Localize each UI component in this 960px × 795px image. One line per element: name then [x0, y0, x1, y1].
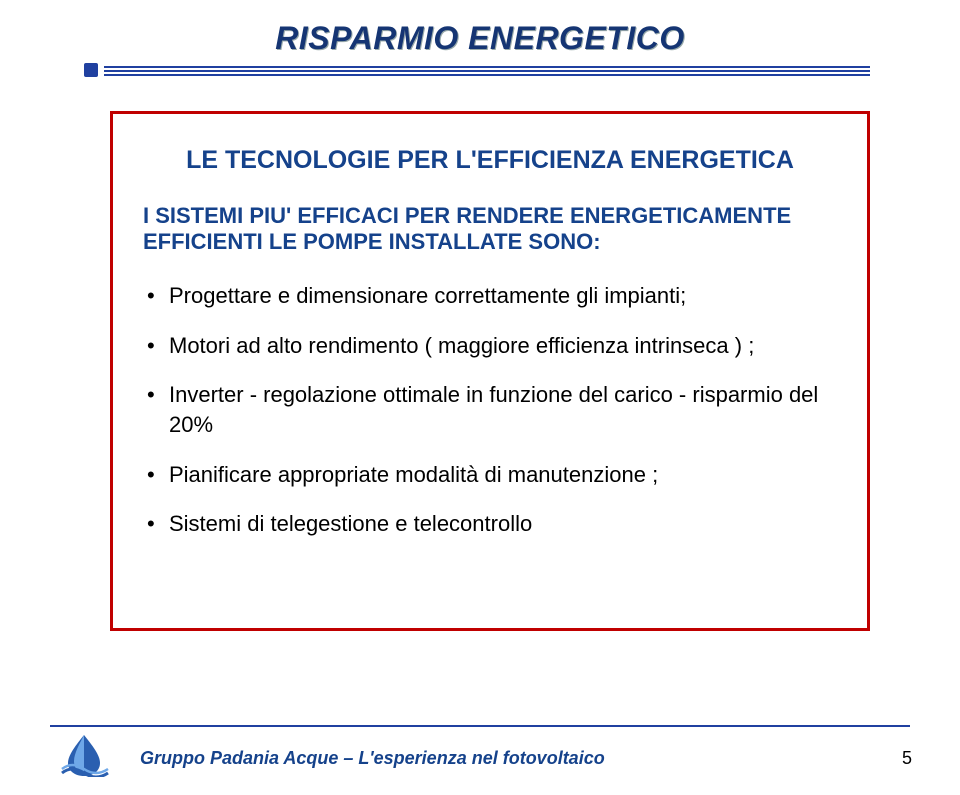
header: RISPARMIO ENERGETICO — [50, 20, 910, 57]
content-intro: I SISTEMI PIU' EFFICACI PER RENDERE ENER… — [143, 203, 837, 255]
divider-lines-icon — [104, 66, 870, 78]
content-box: LE TECNOLOGIE PER L'EFFICIENZA ENERGETIC… — [110, 111, 870, 631]
content-subtitle: LE TECNOLOGIE PER L'EFFICIENZA ENERGETIC… — [143, 146, 837, 175]
page-title: RISPARMIO ENERGETICO — [50, 20, 910, 57]
divider — [90, 65, 870, 81]
bullet-list: Progettare e dimensionare correttamente … — [143, 281, 837, 539]
footer-text: Gruppo Padania Acque – L'esperienza nel … — [140, 748, 605, 769]
list-item: Pianificare appropriate modalità di manu… — [147, 460, 837, 490]
logo-icon — [58, 733, 110, 777]
list-item: Inverter - regolazione ottimale in funzi… — [147, 380, 837, 439]
footer-rule-icon — [50, 725, 910, 727]
page-number: 5 — [902, 748, 912, 769]
list-item: Motori ad alto rendimento ( maggiore eff… — [147, 331, 837, 361]
slide: RISPARMIO ENERGETICO LE TECNOLOGIE PER L… — [0, 0, 960, 795]
list-item: Sistemi di telegestione e telecontrollo — [147, 509, 837, 539]
divider-bullet-icon — [84, 63, 98, 77]
list-item: Progettare e dimensionare correttamente … — [147, 281, 837, 311]
footer: Gruppo Padania Acque – L'esperienza nel … — [0, 725, 960, 781]
